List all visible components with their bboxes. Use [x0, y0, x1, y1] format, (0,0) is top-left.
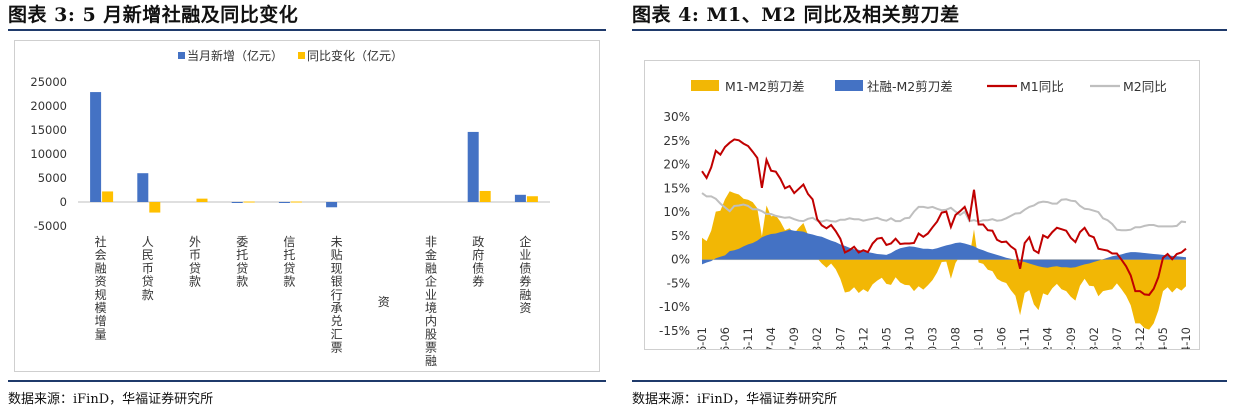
legend-monthly-swatch — [178, 52, 185, 59]
y-tick-label: -5% — [667, 276, 690, 290]
category-label: 社会融资规模增量 — [95, 234, 107, 341]
bar-monthly — [278, 202, 290, 203]
bar-monthly — [514, 194, 526, 202]
y-tick-label: 25% — [663, 134, 690, 148]
category-label: 人民币贷款 — [142, 235, 154, 302]
legend-tsfm2-swatch — [835, 80, 863, 91]
legend-tsfm2-label: 社融-M2剪刀差 — [867, 79, 953, 94]
y-tick-label: 15000 — [30, 123, 67, 137]
x-tick-label: 2024-10 — [1179, 327, 1193, 349]
bar-yoy — [243, 201, 255, 203]
tsf-m2-gap-area — [702, 229, 1186, 268]
x-tick-label: 2021-01 — [972, 327, 986, 349]
bar-monthly — [137, 173, 149, 202]
bar-monthly — [231, 202, 243, 203]
category-label: 政府债券 — [472, 235, 484, 289]
legend-yoy-label: 同比变化（亿元） — [307, 48, 403, 63]
bar-yoy — [526, 196, 538, 202]
y-tick-label: 15% — [663, 181, 690, 195]
y-tick-label: 25000 — [30, 75, 67, 89]
y-tick-label: -15% — [659, 324, 690, 338]
category-label: 企业债券融资 — [519, 234, 531, 315]
y-tick-label: 10% — [663, 205, 690, 219]
x-tick-label: 2021-11 — [1018, 327, 1032, 349]
bar-yoy — [196, 198, 208, 202]
x-tick-label: 2019-10 — [902, 327, 916, 349]
legend-m1m2-swatch — [691, 80, 719, 91]
category-label: 未贴现银行承兑汇票 — [331, 235, 343, 355]
bar-yoy — [149, 202, 161, 213]
bar-yoy — [479, 190, 491, 202]
category-label: 委托贷款 — [236, 235, 248, 289]
left-chart-box: 当月新增（亿元） 同比变化（亿元） 25000 20000 15000 10000 50… — [14, 40, 600, 372]
bar-monthly — [90, 92, 102, 202]
bar-yoy — [102, 191, 114, 202]
right-legend: M1-M2剪刀差 社融-M2剪刀差 M1同比 M2同比 — [691, 79, 1167, 94]
y-tick-label: 0% — [671, 253, 690, 267]
x-tick-label: 2021-06 — [995, 327, 1009, 349]
m2-yoy-line — [701, 192, 1187, 232]
y-tick-label: 10000 — [30, 147, 67, 161]
left-source-rule — [8, 380, 606, 382]
legend-yoy-swatch — [298, 52, 305, 59]
y-tick-label: 30% — [663, 110, 690, 124]
x-tick-label: 2020-03 — [925, 327, 939, 349]
y-tick-label: 5000 — [38, 171, 67, 185]
x-tick-label: 2017-04 — [764, 327, 778, 349]
left-title-rule — [8, 29, 606, 31]
category-label: 非金融企业境内股票融 — [425, 235, 437, 368]
left-legend: 当月新增（亿元） 同比变化（亿元） — [178, 48, 403, 63]
y-tick-label: -5000 — [34, 219, 67, 233]
right-line-chart: M1-M2剪刀差 社融-M2剪刀差 M1同比 M2同比 30% 25% 20% 15%… — [659, 79, 1216, 375]
right-panel-title: 图表 4: M1、M2 同比及相关剪刀差 — [632, 4, 960, 26]
x-tick-label: 2016-01 — [695, 327, 709, 349]
bar-monthly — [326, 202, 338, 208]
x-tick-label: 2018-07 — [833, 327, 847, 349]
category-label: 信托贷款 — [283, 235, 295, 289]
x-tick-label: 2019-05 — [879, 327, 893, 349]
right-source-rule — [632, 380, 1227, 382]
x-tick-label: 2016-06 — [718, 327, 732, 349]
x-tick-label: 2017-09 — [787, 327, 801, 349]
right-title-rule — [632, 29, 1227, 31]
x-tick-label: 2018-02 — [810, 327, 824, 349]
x-tick-label: 2016-11 — [741, 327, 755, 349]
legend-m1-label: M1同比 — [1020, 79, 1064, 94]
legend-m1m2-label: M1-M2剪刀差 — [725, 79, 805, 94]
x-tick-label: 2023-12 — [1133, 327, 1147, 349]
x-tick-label: 2022-09 — [1064, 327, 1078, 349]
x-tick-label: 2024-05 — [1156, 327, 1170, 349]
m1-yoy-line — [701, 138, 1187, 296]
y-tick-label: -10% — [659, 300, 690, 314]
bar-monthly — [467, 131, 479, 202]
y-tick-label: 5% — [671, 229, 690, 243]
category-label: 外币贷款 — [189, 235, 201, 289]
left-bar-chart: 当月新增（亿元） 同比变化（亿元） 25000 20000 15000 10000 50… — [30, 48, 550, 368]
left-panel-title: 图表 3: 5 月新增社融及同比变化 — [8, 4, 299, 26]
bar-yoy — [290, 201, 302, 203]
legend-monthly-label: 当月新增（亿元） — [187, 48, 283, 63]
x-tick-label: 2023-02 — [1087, 327, 1101, 349]
legend-m2-label: M2同比 — [1123, 79, 1167, 94]
left-source-note: 数据来源：iFinD，华福证券研究所 — [8, 392, 214, 407]
right-chart-box: M1-M2剪刀差 社融-M2剪刀差 M1同比 M2同比 30% 25% 20% 15%… — [644, 60, 1216, 375]
y-tick-label: 0 — [60, 195, 67, 209]
x-tick-label: 2020-08 — [949, 327, 963, 349]
right-source-note: 数据来源：iFinD，华福证券研究所 — [632, 392, 838, 407]
category-label: 资 — [378, 295, 390, 309]
x-tick-label: 2018-12 — [856, 327, 870, 349]
y-tick-label: 20% — [663, 158, 690, 172]
y-tick-label: 20000 — [30, 99, 67, 113]
m1-m2-gap-area — [702, 191, 1186, 330]
x-tick-label: 2022-04 — [1041, 327, 1055, 349]
x-tick-label: 2023-07 — [1110, 327, 1124, 349]
